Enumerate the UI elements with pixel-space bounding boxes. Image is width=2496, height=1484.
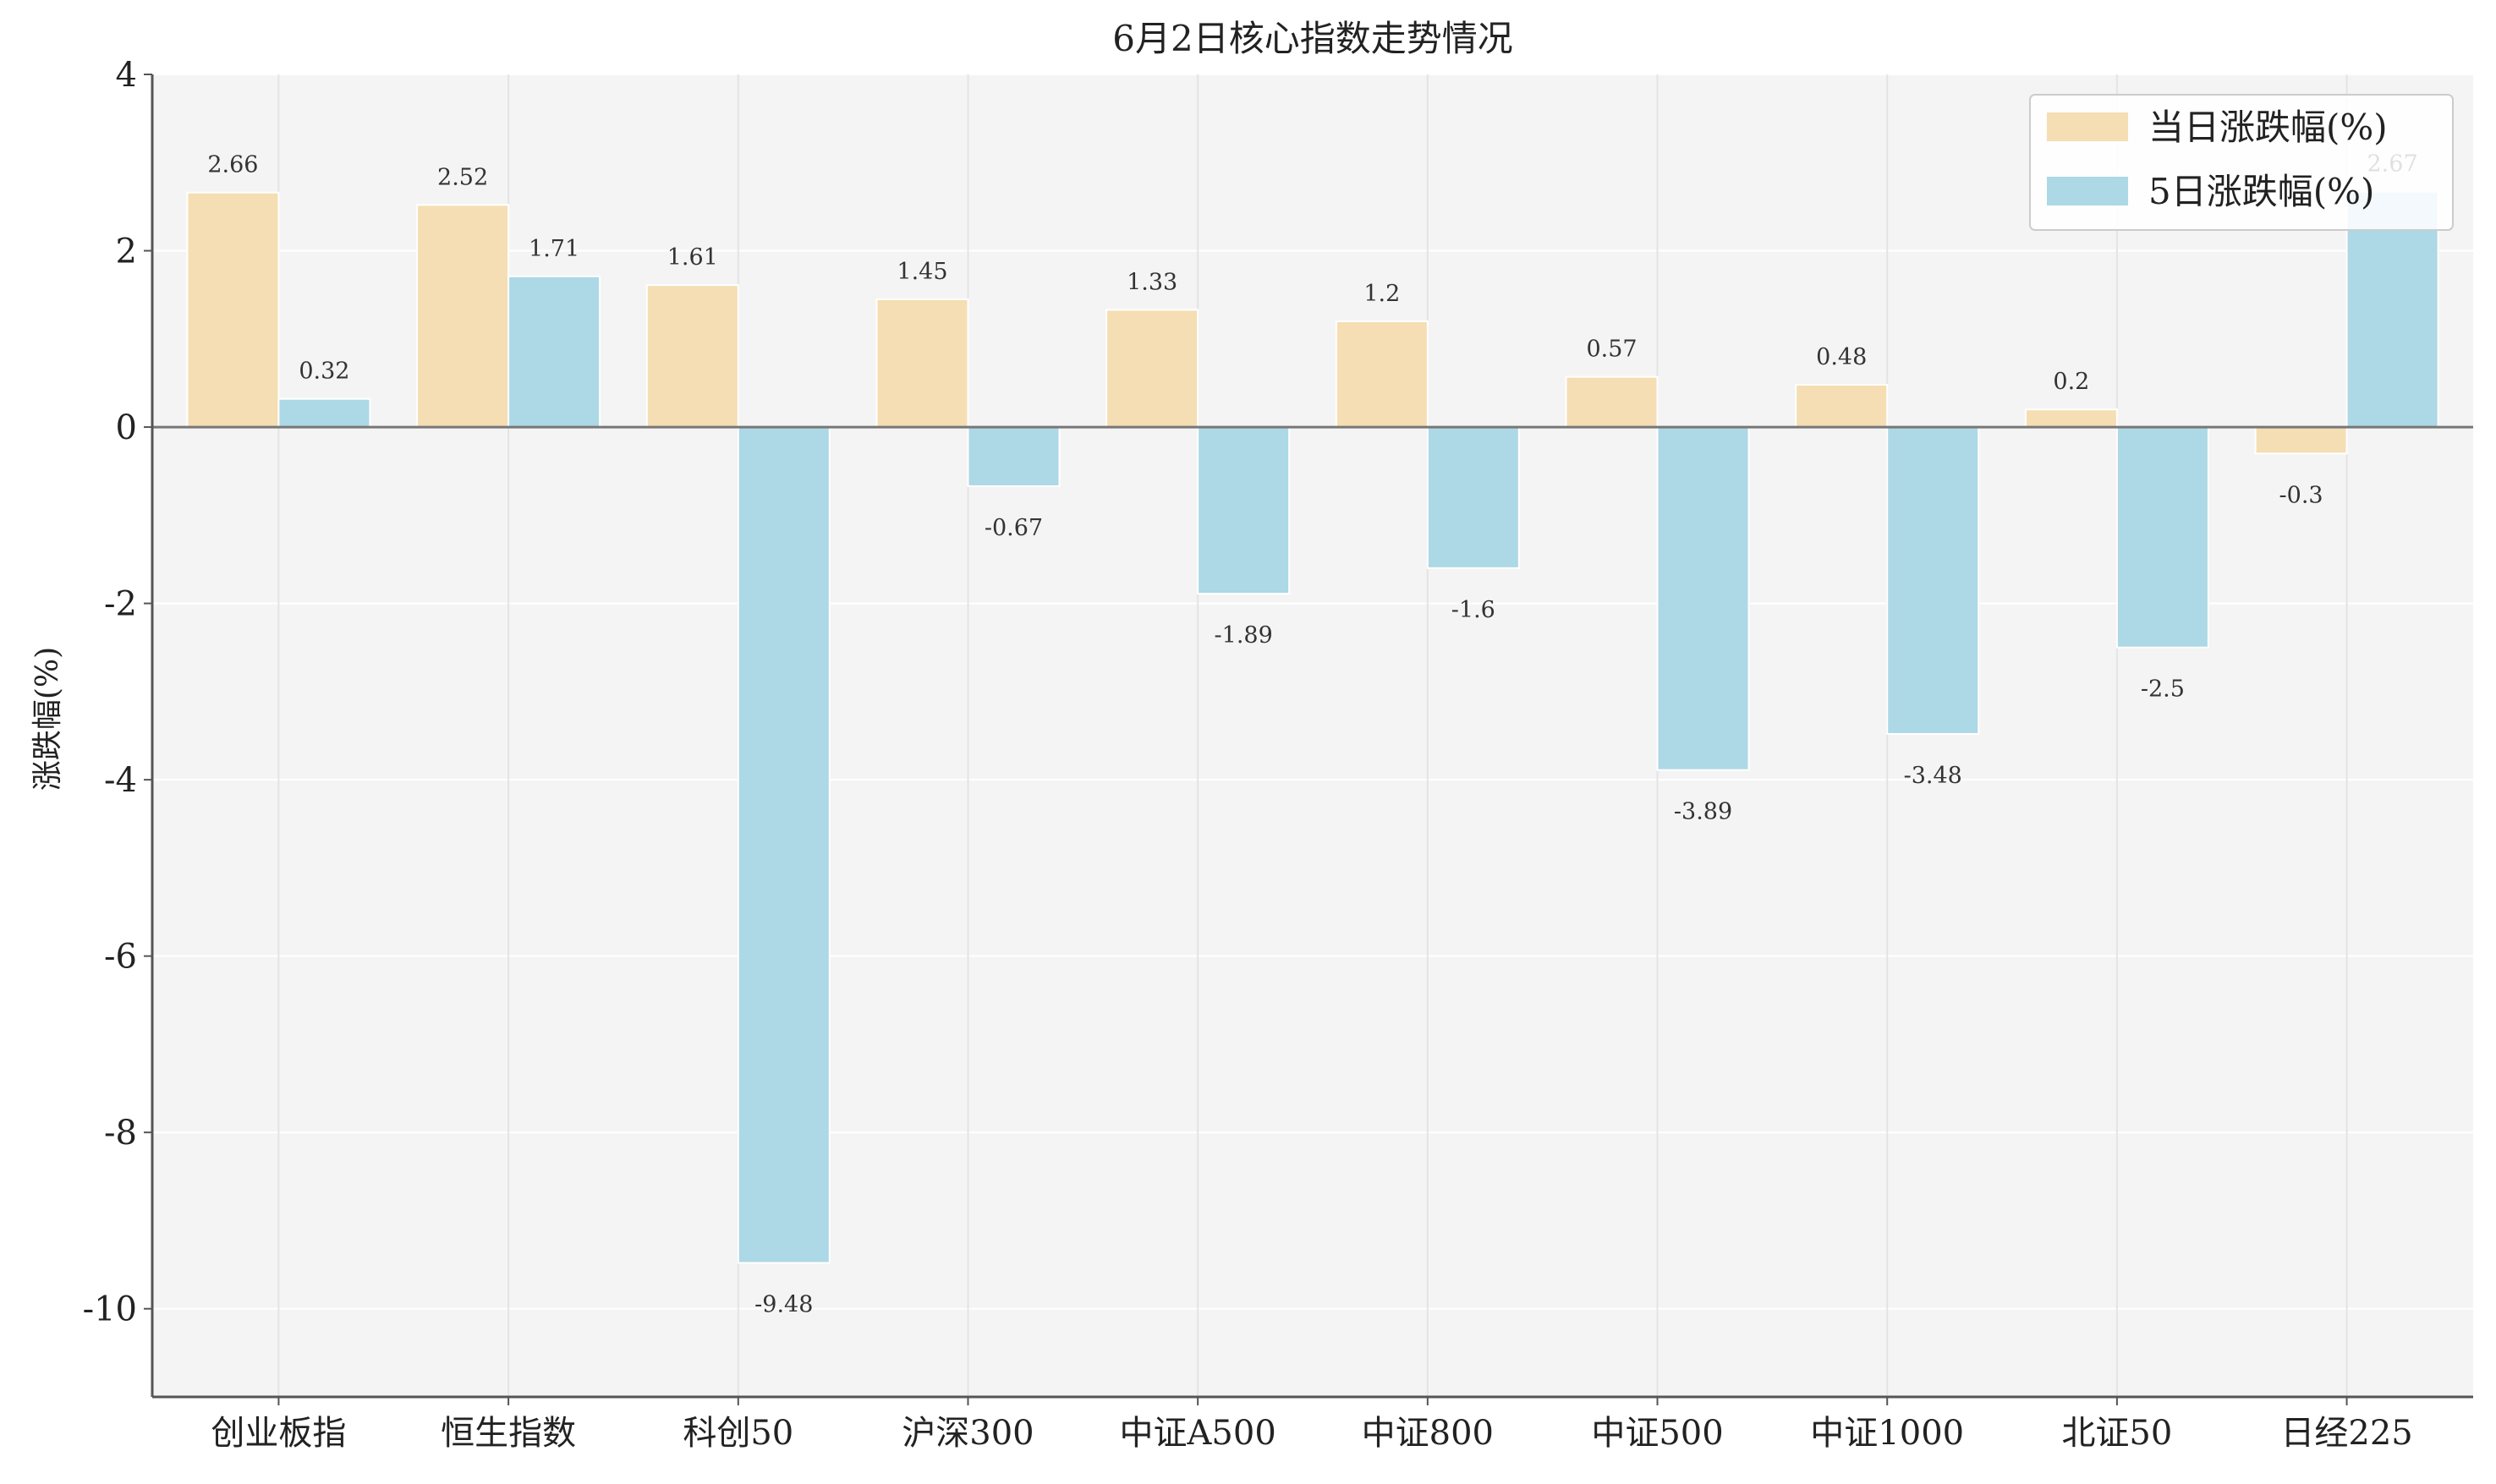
data-label-daily-8: 0.2 xyxy=(2053,369,2089,395)
bar-5day-0 xyxy=(277,397,371,429)
legend: 当日涨跌幅(%) 5日涨跌幅(%) xyxy=(2029,94,2454,231)
y-tick-label: -8 xyxy=(104,1114,137,1153)
y-tick-label: 0 xyxy=(116,408,137,447)
bar-5day-3 xyxy=(967,426,1061,487)
legend-swatch-daily xyxy=(2047,112,2128,141)
legend-frame xyxy=(2029,94,2454,231)
x-tick-label: 中证500 xyxy=(1591,1414,1723,1453)
data-label-5day-7: -3.48 xyxy=(1904,763,1962,789)
data-label-5day-3: -0.67 xyxy=(985,515,1043,541)
bar-daily-1 xyxy=(416,204,510,429)
legend-swatch-5day xyxy=(2047,177,2128,205)
bar-5day-7 xyxy=(1886,426,1980,735)
axes: 4 2 0 -2 -4 -6 -8 -10 创业板指 恒生指数 科创50 沪深300 中证A500 中证8… xyxy=(83,56,2473,1453)
legend-label-5day: 5日涨跌幅(%) xyxy=(2148,171,2374,212)
bar-daily-0 xyxy=(186,191,280,429)
x-tick-label: 科创50 xyxy=(683,1414,793,1453)
data-label-daily-6: 0.57 xyxy=(1586,337,1637,363)
data-label-daily-4: 1.33 xyxy=(1127,269,1177,295)
x-tick-label: 中证A500 xyxy=(1120,1414,1276,1453)
x-tick-label: 中证1000 xyxy=(1810,1414,1964,1453)
data-label-5day-2: -9.48 xyxy=(754,1292,813,1318)
y-tick-label: 2 xyxy=(116,233,137,271)
data-label-daily-3: 1.45 xyxy=(897,259,947,285)
y-axis-label: 涨跌幅(%) xyxy=(30,647,65,791)
data-label-daily-9: -0.3 xyxy=(2279,482,2323,508)
bar-5day-8 xyxy=(2115,426,2209,649)
bar-5day-5 xyxy=(1426,426,1520,569)
data-label-5day-6: -3.89 xyxy=(1674,799,1732,825)
bar-daily-9 xyxy=(2254,426,2348,455)
data-label-5day-4: -1.89 xyxy=(1215,622,1273,649)
bar-daily-4 xyxy=(1105,309,1199,429)
x-tick-label: 中证800 xyxy=(1362,1414,1494,1453)
data-label-daily-0: 2.66 xyxy=(207,152,258,178)
data-label-daily-7: 0.48 xyxy=(1816,344,1867,370)
y-tick-label: -4 xyxy=(104,761,137,800)
data-label-daily-5: 1.2 xyxy=(1363,281,1400,307)
bar-5day-2 xyxy=(737,426,831,1264)
bar-daily-6 xyxy=(1565,375,1659,429)
bars xyxy=(186,190,2439,1264)
x-tick-label: 恒生指数 xyxy=(441,1414,576,1453)
bar-5day-6 xyxy=(1656,426,1750,771)
x-tick-label: 创业板指 xyxy=(211,1414,346,1453)
x-tick-label: 日经225 xyxy=(2280,1414,2412,1453)
x-tick-label: 沪深300 xyxy=(902,1414,1034,1453)
bar-daily-3 xyxy=(875,298,969,429)
bar-daily-7 xyxy=(1795,384,1889,429)
bar-daily-2 xyxy=(645,284,739,429)
y-tick-label: -2 xyxy=(104,585,137,624)
y-tick-label: -6 xyxy=(104,938,137,977)
x-tick-label: 北证50 xyxy=(2061,1414,2172,1453)
bar-5day-4 xyxy=(1197,426,1291,595)
chart-title: 6月2日核心指数走势情况 xyxy=(1112,18,1512,59)
legend-label-daily: 当日涨跌幅(%) xyxy=(2148,107,2388,148)
data-label-daily-1: 2.52 xyxy=(437,164,488,190)
bar-daily-8 xyxy=(2024,408,2118,429)
y-tick-label: 4 xyxy=(116,56,137,95)
data-label-5day-1: 1.71 xyxy=(529,236,579,262)
data-label-5day-5: -1.6 xyxy=(1451,597,1495,623)
data-label-5day-0: 0.32 xyxy=(299,359,349,385)
bar-daily-5 xyxy=(1335,320,1429,429)
data-label-5day-8: -2.5 xyxy=(2141,676,2185,703)
bar-5day-1 xyxy=(507,275,601,429)
bar-5day-9 xyxy=(2345,190,2439,429)
data-labels: 2.66 2.52 1.61 1.45 1.33 1.2 0.57 0.48 0.2 -0.3 0.… xyxy=(207,151,2417,1318)
data-label-daily-2: 1.61 xyxy=(667,244,718,271)
y-tick-label: -10 xyxy=(83,1290,137,1329)
